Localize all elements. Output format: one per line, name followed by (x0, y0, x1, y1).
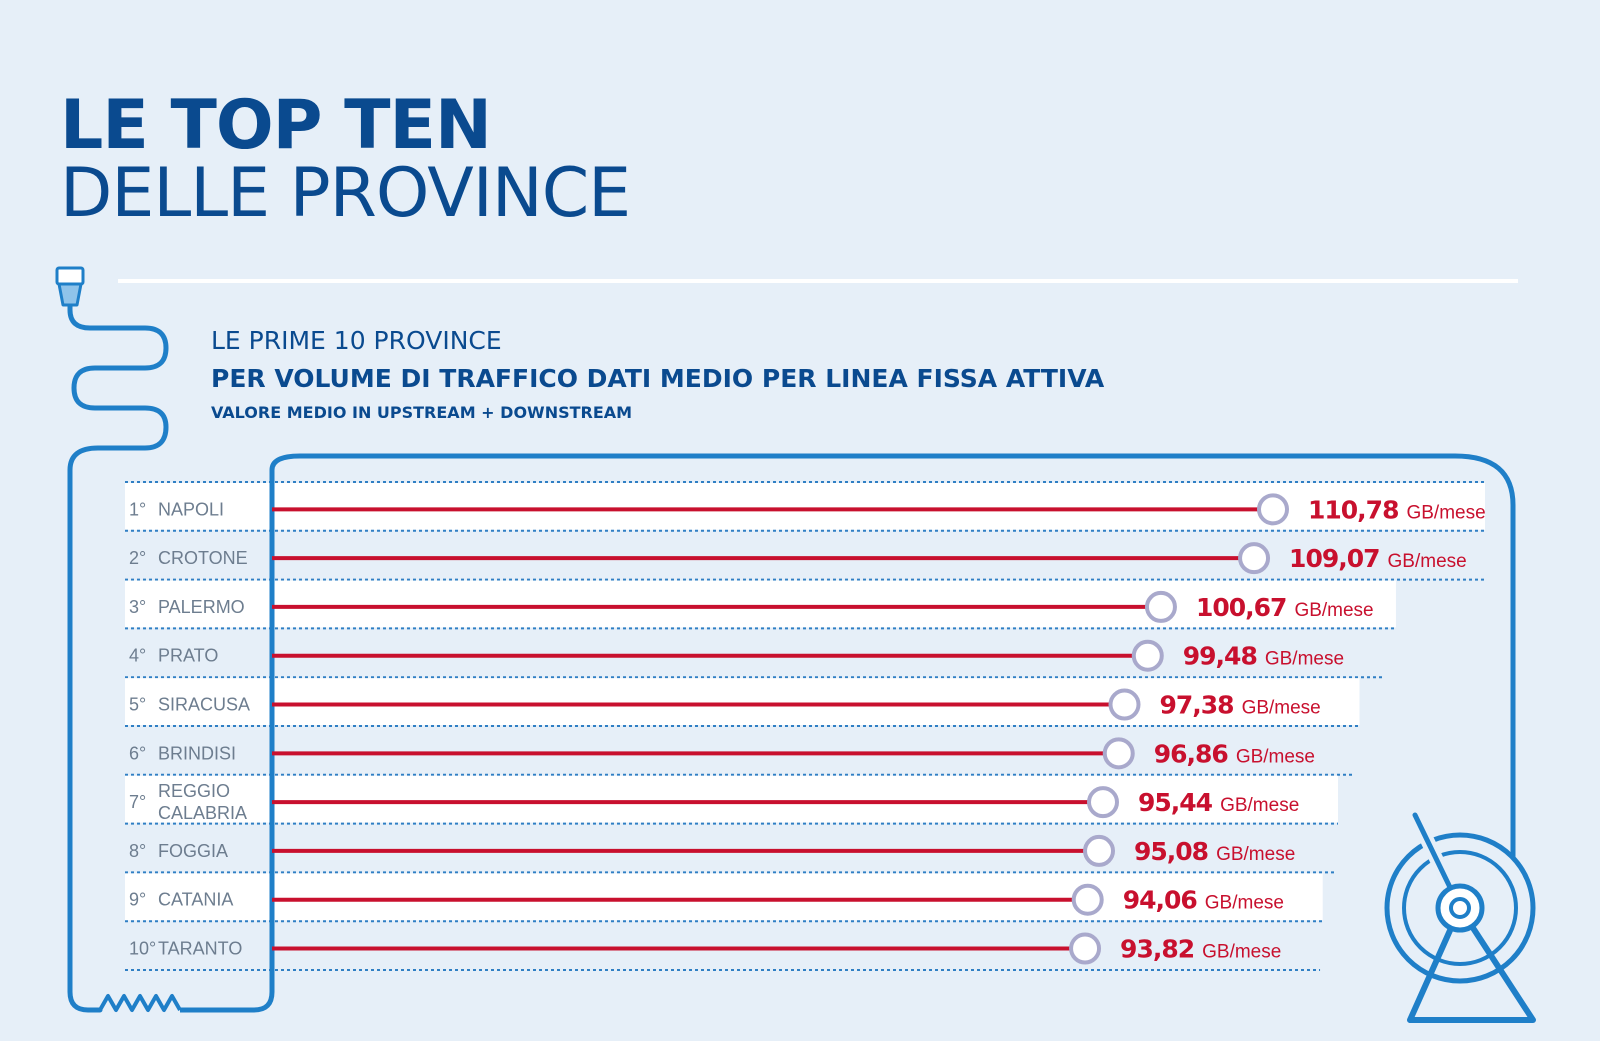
value-unit: GB/mese (1236, 746, 1315, 767)
bar-end-knob (1257, 493, 1289, 526)
province-label: REGGIO (158, 781, 230, 801)
cable-decoration (180, 492, 275, 1013)
cable-decoration (67, 302, 169, 1013)
rank-label: 7° (129, 792, 146, 812)
cable-decoration (269, 453, 1516, 891)
rank-label: 1° (129, 499, 146, 519)
value-unit: GB/mese (1406, 502, 1485, 523)
province-label: PALERMO (158, 597, 245, 617)
row-background (125, 873, 1323, 921)
value-unit: GB/mese (1220, 795, 1299, 816)
cable-reel-hub-icon (1435, 883, 1485, 933)
province-label: TARANTO (158, 939, 242, 959)
chart-title: LE PRIME 10 PROVINCE (211, 326, 502, 355)
chart-note: VALORE MEDIO IN UPSTREAM + DOWNSTREAM (211, 403, 633, 422)
value-label: 110,78 GB/mese (1308, 495, 1486, 524)
province-label: CROTONE (158, 548, 248, 568)
rank-label: 10° (129, 939, 156, 959)
cable-reel-icon (1402, 850, 1518, 966)
rank-label: 4° (129, 646, 146, 666)
value-number: 100,67 (1196, 593, 1286, 622)
value-label: 109,07 GB/mese (1289, 544, 1467, 573)
bar-end-knob (1131, 639, 1164, 672)
bar-end-knob (1144, 590, 1177, 623)
row-background (125, 580, 1396, 628)
plug-icon (55, 266, 85, 286)
value-number: 110,78 (1308, 495, 1398, 524)
rank-label: 5° (129, 695, 146, 715)
bar-end-knob (1108, 688, 1141, 721)
value-label: 93,82 GB/mese (1120, 935, 1281, 964)
bar-end-knob (1071, 883, 1104, 916)
chart-subtitle: PER VOLUME DI TRAFFICO DATI MEDIO PER LI… (211, 364, 1105, 393)
province-label: PRATO (158, 646, 218, 666)
value-unit: GB/mese (1202, 942, 1281, 963)
rank-label: 6° (129, 743, 146, 763)
value-number: 97,38 (1159, 691, 1233, 720)
value-number: 109,07 (1289, 544, 1379, 573)
rank-label: 9° (129, 890, 146, 910)
rank-label: 2° (129, 548, 146, 568)
province-label: FOGGIA (158, 841, 228, 861)
bar-end-knob (1238, 542, 1271, 575)
province-label: BRINDISI (158, 743, 236, 763)
value-unit: GB/mese (1205, 893, 1284, 914)
bar-end-knob (1087, 786, 1119, 819)
rank-label: 3° (129, 597, 146, 617)
value-unit: GB/mese (1216, 844, 1295, 865)
bar-end-knob (1083, 834, 1116, 867)
cable-spring (98, 994, 182, 1012)
province-label: NAPOLI (158, 499, 224, 519)
value-label: 95,44 GB/mese (1138, 788, 1299, 817)
value-label: 94,06 GB/mese (1123, 886, 1284, 915)
value-number: 96,86 (1154, 739, 1229, 768)
value-unit: GB/mese (1294, 600, 1373, 621)
title-divider (118, 279, 1518, 283)
province-label: CATANIA (158, 890, 233, 910)
bar-end-knob (1069, 932, 1102, 965)
value-number: 95,44 (1138, 788, 1213, 817)
plug-icon (57, 282, 83, 307)
value-label: 97,38 GB/mese (1159, 691, 1320, 720)
value-number: 94,06 (1123, 886, 1198, 915)
value-label: 95,08 GB/mese (1134, 837, 1295, 866)
value-label: 96,86 GB/mese (1154, 739, 1315, 768)
row-background (125, 775, 1338, 823)
page-title-line-2: DELLE PROVINCE (60, 154, 631, 233)
value-number: 93,82 (1120, 935, 1194, 964)
value-unit: GB/mese (1388, 551, 1467, 572)
page-title-line-1: LE TOP TEN (60, 86, 492, 165)
province-label: CALABRIA (158, 803, 247, 823)
value-label: 99,48 GB/mese (1183, 642, 1344, 671)
value-label: 100,67 GB/mese (1196, 593, 1374, 622)
rank-label: 8° (129, 841, 146, 861)
bar-end-knob (1102, 737, 1135, 770)
value-unit: GB/mese (1265, 649, 1344, 670)
value-number: 99,48 (1183, 642, 1257, 671)
cable-reel-hub-icon (1449, 897, 1471, 919)
row-background (125, 678, 1360, 725)
value-unit: GB/mese (1242, 698, 1321, 719)
province-label: SIRACUSA (158, 695, 250, 715)
value-number: 95,08 (1134, 837, 1208, 866)
cable-reel-stand-icon (1407, 905, 1536, 1023)
